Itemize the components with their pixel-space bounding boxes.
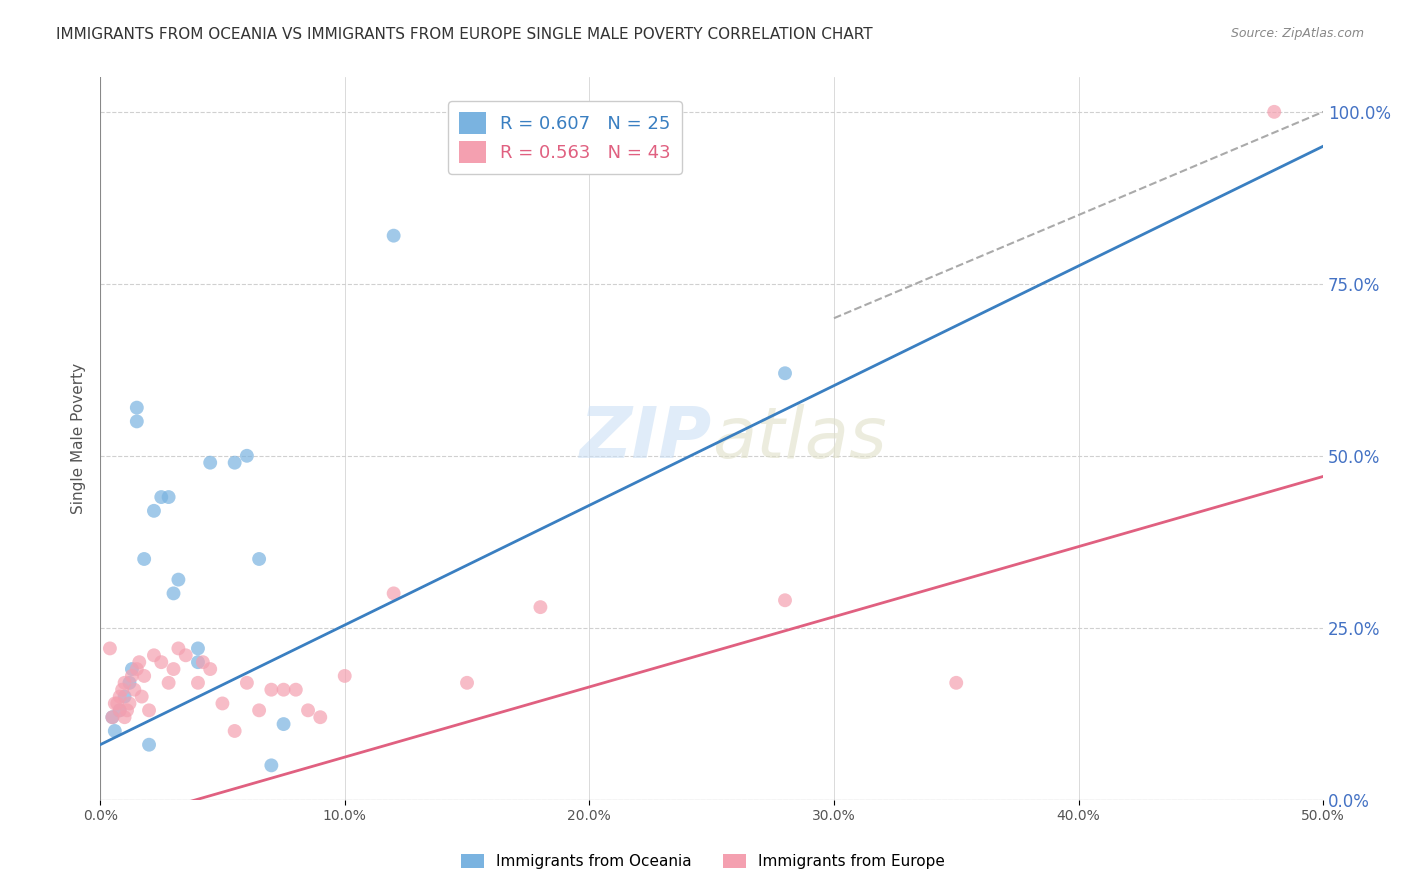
Immigrants from Oceania (138, 738, 160, 752)
Immigrants from Europe (167, 641, 190, 656)
Immigrants from Oceania (125, 401, 148, 415)
Immigrants from Europe (114, 710, 136, 724)
Immigrants from Oceania (108, 703, 131, 717)
Immigrants from Europe (191, 655, 214, 669)
Immigrants from Europe (382, 586, 405, 600)
Immigrants from Europe (124, 682, 146, 697)
Immigrants from Europe (150, 655, 173, 669)
Immigrants from Oceania (121, 662, 143, 676)
Immigrants from Europe (105, 697, 128, 711)
Immigrants from Oceania (200, 456, 222, 470)
Immigrants from Europe (309, 710, 332, 724)
Immigrants from Oceania (224, 456, 246, 470)
Immigrants from Europe (111, 682, 134, 697)
Immigrants from Europe (131, 690, 153, 704)
Immigrants from Europe (187, 675, 209, 690)
Immigrants from Oceania (162, 586, 184, 600)
Text: ZIP: ZIP (579, 404, 711, 473)
Immigrants from Europe (224, 723, 246, 738)
Immigrants from Europe (114, 675, 136, 690)
Immigrants from Europe (247, 703, 270, 717)
Immigrants from Europe (297, 703, 319, 717)
Immigrants from Oceania (125, 414, 148, 428)
Immigrants from Oceania (247, 552, 270, 566)
Immigrants from Europe (200, 662, 222, 676)
Legend: R = 0.607   N = 25, R = 0.563   N = 43: R = 0.607 N = 25, R = 0.563 N = 43 (449, 101, 682, 174)
Immigrants from Oceania (773, 366, 796, 380)
Immigrants from Oceania (260, 758, 283, 772)
Immigrants from Europe (125, 662, 148, 676)
Immigrants from Europe (138, 703, 160, 717)
Immigrants from Europe (456, 675, 478, 690)
Immigrants from Europe (1263, 104, 1285, 119)
Immigrants from Oceania (118, 675, 141, 690)
Immigrants from Oceania (273, 717, 295, 731)
Immigrants from Europe (162, 662, 184, 676)
Immigrants from Europe (773, 593, 796, 607)
Immigrants from Europe (236, 675, 259, 690)
Immigrants from Oceania (134, 552, 156, 566)
Text: Source: ZipAtlas.com: Source: ZipAtlas.com (1230, 27, 1364, 40)
Immigrants from Oceania (167, 573, 190, 587)
Immigrants from Oceania (157, 490, 180, 504)
Immigrants from Oceania (142, 504, 165, 518)
Immigrants from Europe (101, 710, 124, 724)
Immigrants from Europe (98, 641, 121, 656)
Immigrants from Europe (260, 682, 283, 697)
Immigrants from Europe (104, 697, 127, 711)
Immigrants from Europe (284, 682, 307, 697)
Immigrants from Oceania (187, 655, 209, 669)
Immigrants from Europe (945, 675, 967, 690)
Y-axis label: Single Male Poverty: Single Male Poverty (72, 363, 86, 514)
Immigrants from Europe (118, 697, 141, 711)
Immigrants from Europe (134, 669, 156, 683)
Immigrants from Europe (121, 669, 143, 683)
Legend: Immigrants from Oceania, Immigrants from Europe: Immigrants from Oceania, Immigrants from… (456, 848, 950, 875)
Immigrants from Oceania (187, 641, 209, 656)
Immigrants from Oceania (382, 228, 405, 243)
Immigrants from Europe (128, 655, 150, 669)
Text: atlas: atlas (711, 404, 886, 473)
Immigrants from Europe (115, 703, 138, 717)
Immigrants from Oceania (104, 723, 127, 738)
Immigrants from Europe (333, 669, 356, 683)
Immigrants from Europe (108, 690, 131, 704)
Immigrants from Europe (108, 703, 131, 717)
Immigrants from Oceania (101, 710, 124, 724)
Immigrants from Europe (142, 648, 165, 663)
Immigrants from Oceania (236, 449, 259, 463)
Immigrants from Europe (174, 648, 197, 663)
Immigrants from Europe (211, 697, 233, 711)
Text: IMMIGRANTS FROM OCEANIA VS IMMIGRANTS FROM EUROPE SINGLE MALE POVERTY CORRELATIO: IMMIGRANTS FROM OCEANIA VS IMMIGRANTS FR… (56, 27, 873, 42)
Immigrants from Europe (529, 600, 551, 615)
Immigrants from Europe (157, 675, 180, 690)
Immigrants from Oceania (150, 490, 173, 504)
Immigrants from Oceania (114, 690, 136, 704)
Immigrants from Europe (273, 682, 295, 697)
